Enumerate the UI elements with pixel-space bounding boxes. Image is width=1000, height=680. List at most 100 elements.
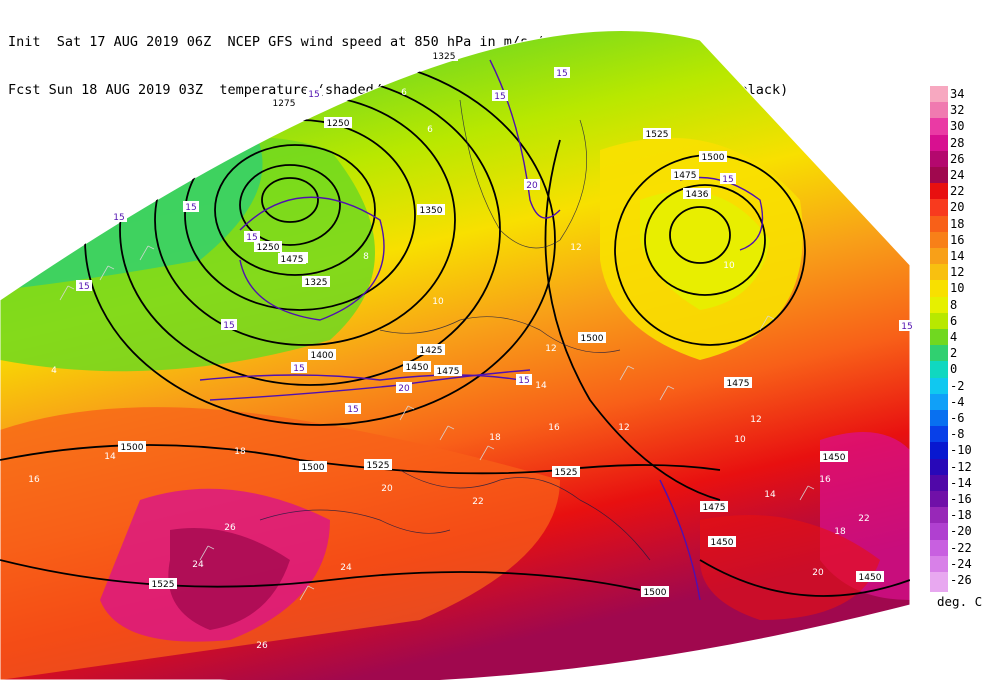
- height-label: 1475: [727, 379, 750, 389]
- legend-swatch: [930, 118, 948, 139]
- coastlines: [259, 99, 651, 561]
- legend-swatch: [930, 329, 948, 349]
- legend-swatch: [930, 312, 948, 333]
- legend-label: 16: [950, 232, 965, 247]
- wind-label-box: [345, 403, 361, 414]
- height-label-box: [302, 276, 330, 287]
- legend-label: 28: [950, 135, 965, 150]
- temperature-label: 18: [489, 433, 501, 443]
- height-label-box: [578, 332, 606, 343]
- legend-label: 4: [950, 330, 958, 344]
- temperature-label: 14: [104, 452, 116, 462]
- legend-entry: -8: [930, 426, 996, 447]
- legend-swatch: [930, 167, 948, 187]
- legend-label: -4: [950, 394, 965, 409]
- temperature-label: 10: [734, 435, 746, 445]
- height-label: 1325: [433, 52, 456, 62]
- legend-entry: -14: [930, 474, 996, 495]
- legend-swatch: [930, 296, 948, 317]
- temperature-label: 20: [812, 568, 824, 578]
- height-label: 1500: [644, 588, 667, 598]
- temperature-label: 14: [764, 490, 776, 500]
- legend-entry: 26: [930, 150, 996, 171]
- height-label: 1250: [327, 119, 350, 129]
- legend-label: -20: [950, 524, 972, 539]
- legend-label: 20: [950, 200, 965, 215]
- height-label-box: [278, 253, 306, 264]
- legend-entry: 4: [930, 329, 996, 349]
- legend-entry: -10: [930, 442, 996, 463]
- height-label: 1350: [420, 206, 443, 216]
- temperature-label: 14: [535, 381, 547, 391]
- legend-swatch: [930, 539, 948, 560]
- height-label: 1450: [859, 573, 882, 583]
- temperature-label: 12: [750, 415, 761, 425]
- temperature-label: 18: [234, 447, 246, 457]
- wind-label-box: [720, 173, 736, 184]
- legend-entry: 12: [930, 264, 996, 285]
- legend-entry: 10: [930, 280, 996, 301]
- temperature-label: 22: [858, 514, 869, 524]
- temperature-label: 18: [834, 527, 846, 537]
- temperature-label: 6: [401, 88, 407, 98]
- legend-swatch: [930, 199, 948, 220]
- height-label: 1525: [367, 461, 390, 471]
- legend-entry: -4: [930, 393, 996, 414]
- height-label-box: [643, 128, 671, 139]
- legend-label: 24: [950, 168, 965, 182]
- legend-entry: 30: [930, 118, 996, 139]
- legend-label: 0: [950, 362, 958, 377]
- legend-label: 6: [950, 313, 958, 328]
- wind-label: 15: [113, 213, 124, 223]
- height-label-box: [308, 349, 336, 360]
- legend-swatch: [930, 215, 948, 236]
- wind-speed-labels: 15 15 15 15 15 15 15 20 15 20 15 15 15 15 15: [76, 67, 915, 415]
- legend-swatch: [930, 134, 948, 155]
- height-label: 1450: [711, 538, 734, 548]
- wind-label: 15: [556, 69, 567, 79]
- legend-swatch: [930, 410, 948, 430]
- legend-label: 32: [950, 103, 965, 118]
- legend-swatch: [930, 555, 948, 576]
- height-label-box: [641, 586, 669, 597]
- temperature-label: 8: [363, 252, 369, 262]
- height-labels: 1325127512501250127513251350140014251475…: [118, 50, 884, 598]
- wind-label-box: [221, 319, 237, 330]
- temperature-label: 20: [381, 484, 393, 494]
- legend-swatch: [930, 150, 948, 171]
- legend-entry: 20: [930, 199, 996, 220]
- temperature-label: 12: [545, 344, 556, 354]
- height-label: 1275: [273, 99, 296, 109]
- legend-swatch: [930, 231, 948, 252]
- height-label: 1525: [646, 130, 669, 140]
- legend-swatch: [930, 280, 948, 301]
- legend-units: deg. C: [937, 594, 983, 609]
- legend-entry: 24: [930, 167, 996, 187]
- height-label-box: [820, 451, 848, 462]
- temperature-label: 10: [432, 297, 444, 307]
- height-label: 1450: [406, 363, 429, 373]
- height-label-box: [683, 188, 711, 199]
- temperature-label: 10: [723, 261, 735, 271]
- height-label-box: [700, 501, 728, 512]
- legend-swatch: [930, 377, 948, 398]
- legend-entry: 2: [930, 345, 996, 366]
- legend-entry: 8: [930, 296, 996, 317]
- wind-label-box: [306, 88, 322, 99]
- temperature-label: 12: [570, 243, 581, 253]
- temperature-label: 24: [340, 563, 352, 573]
- height-label-box: [699, 151, 727, 162]
- wind-label: 15: [901, 322, 912, 332]
- temperature-label: 16: [548, 423, 560, 433]
- legend-entry: -18: [930, 507, 996, 528]
- legend-swatch: [930, 474, 948, 495]
- legend-entry: -12: [930, 458, 996, 479]
- legend-label: 12: [950, 265, 965, 280]
- wind-label-box: [492, 90, 508, 101]
- legend-label: -12: [950, 459, 972, 474]
- legend-swatch: [930, 361, 948, 382]
- legend-swatch: [930, 264, 948, 285]
- legend-entry: -20: [930, 523, 996, 544]
- wind-label-box: [524, 179, 540, 190]
- legend-swatch: [930, 102, 948, 123]
